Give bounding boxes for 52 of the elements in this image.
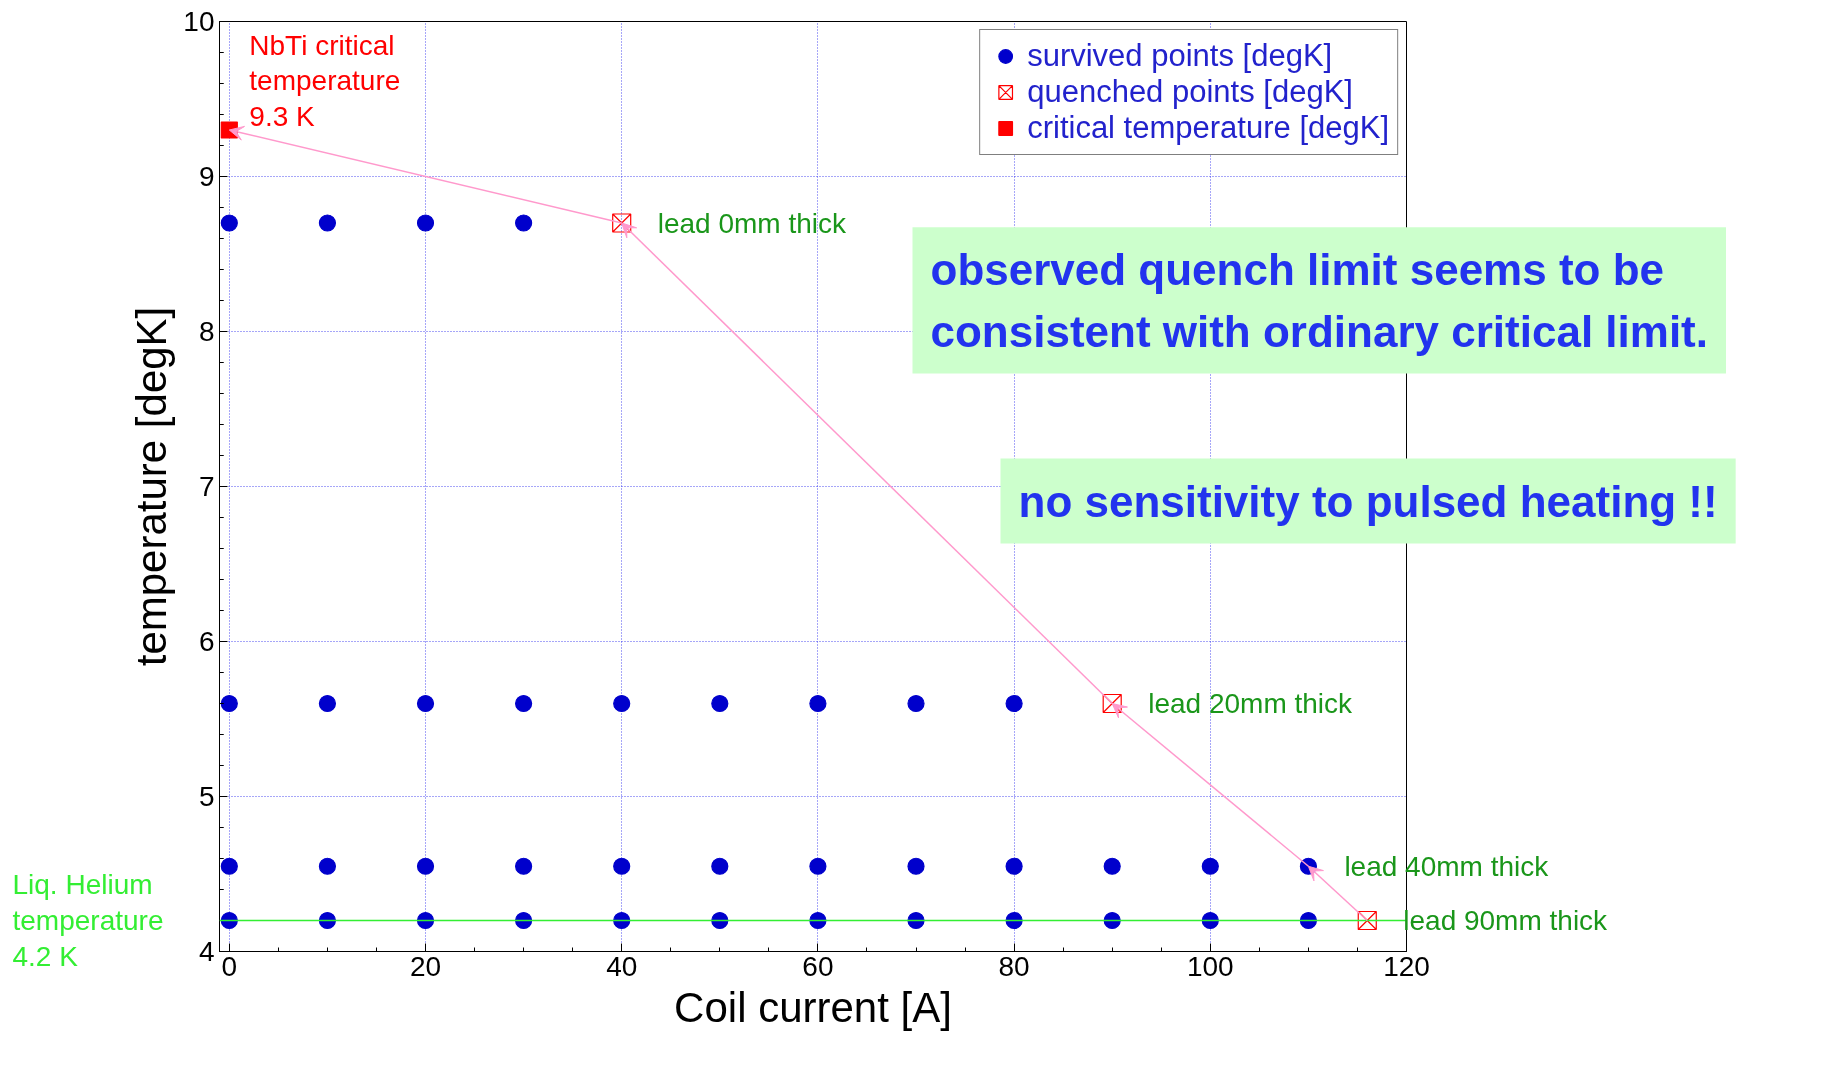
annotation: lead 0mm thick <box>657 207 847 239</box>
y-tick-label: 9 <box>198 161 215 192</box>
point <box>1005 857 1023 875</box>
legend-label: quenched points [degK] <box>1027 74 1353 110</box>
x-tick-label: 60 <box>802 950 834 982</box>
point <box>1357 910 1377 931</box>
point <box>809 694 827 713</box>
y-tick-label: 7 <box>198 471 215 502</box>
point <box>318 694 337 713</box>
point <box>809 857 827 875</box>
point <box>1005 694 1023 713</box>
point <box>612 213 632 233</box>
point <box>711 694 729 713</box>
point <box>220 694 238 713</box>
x-tick-label: 40 <box>606 950 638 982</box>
annotation: no sensitivity to pulsed heating !! <box>1018 476 1718 526</box>
y-tick-label: 5 <box>198 781 215 812</box>
point <box>416 214 435 232</box>
point <box>1201 857 1219 875</box>
point <box>515 694 533 713</box>
annotation: lead 20mm thick <box>1148 688 1354 719</box>
legend-label: critical temperature [degK] <box>1027 110 1389 146</box>
point <box>907 857 925 875</box>
x-tick-label: 100 <box>1186 950 1234 982</box>
point <box>613 694 631 713</box>
annotation: observed quench limit seems to be consistent with ordinary critical limit. <box>930 245 1708 356</box>
x-axis-title: Coil current [A] <box>674 983 952 1031</box>
x-tick-label: 120 <box>1383 950 1430 982</box>
annotation: NbTi critical temperature 9.3 K <box>249 29 401 132</box>
legend-label: survived points [degK] <box>1027 38 1333 74</box>
point <box>907 694 925 713</box>
point <box>711 857 729 875</box>
y-tick-label: 6 <box>198 626 215 657</box>
point <box>416 857 435 875</box>
point <box>318 857 337 875</box>
y-tick-label: 10 <box>183 6 215 37</box>
ref-line-label: Liq. Helium temperature 4.2 K <box>12 869 164 972</box>
x-tick-label: 80 <box>998 950 1030 982</box>
y-axis-title: temperature [degK] <box>128 306 176 667</box>
y-tick-label: 4 <box>198 936 215 967</box>
point <box>1103 857 1121 875</box>
point <box>515 214 533 232</box>
point <box>1102 693 1122 714</box>
point <box>613 857 631 875</box>
x-tick-label: 0 <box>221 950 238 982</box>
point <box>318 214 337 232</box>
x-tick-label: 20 <box>409 950 442 982</box>
point <box>416 694 435 713</box>
point <box>515 857 533 875</box>
y-tick-label: 8 <box>198 316 215 347</box>
point <box>220 214 238 232</box>
point <box>220 857 238 875</box>
